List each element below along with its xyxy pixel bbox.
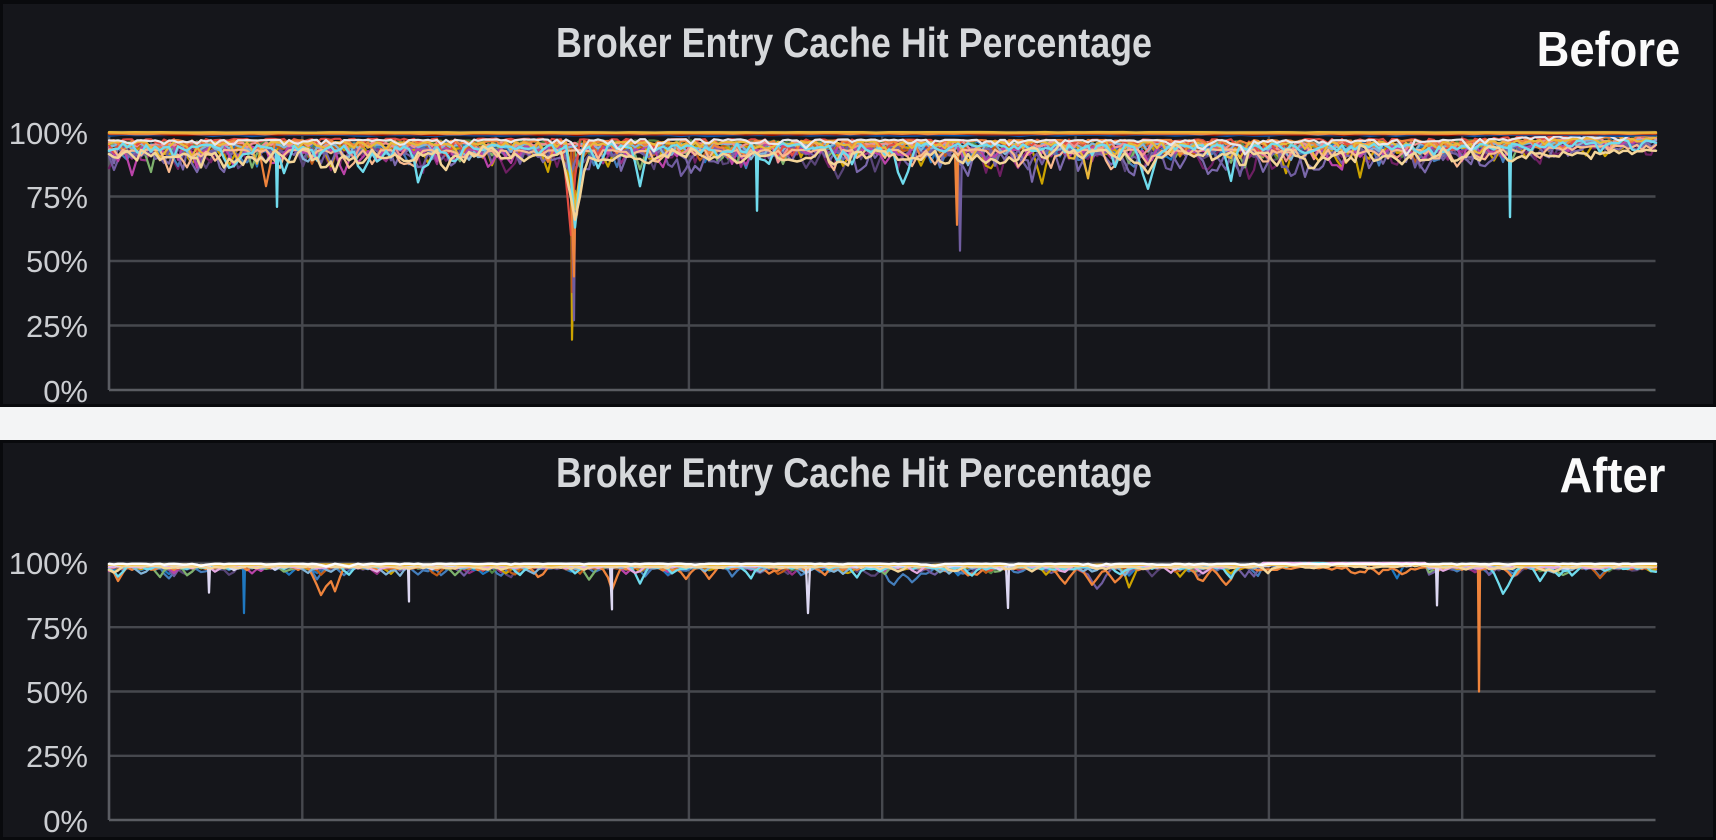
svg-text:50%: 50% xyxy=(26,675,88,710)
svg-text:0%: 0% xyxy=(43,804,88,839)
svg-text:75%: 75% xyxy=(26,611,88,646)
svg-text:25%: 25% xyxy=(26,309,88,344)
svg-text:50%: 50% xyxy=(26,244,88,279)
svg-text:75%: 75% xyxy=(26,180,88,215)
svg-text:100%: 100% xyxy=(9,116,88,151)
svg-text:0%: 0% xyxy=(43,374,88,407)
svg-text:25%: 25% xyxy=(26,739,88,774)
svg-text:100%: 100% xyxy=(9,546,88,581)
